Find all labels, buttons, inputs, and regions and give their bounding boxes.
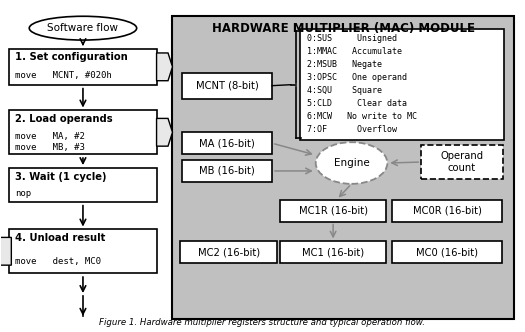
- Text: HARDWARE MULTIPLIER (MAC) MODULE: HARDWARE MULTIPLIER (MAC) MODULE: [212, 22, 475, 35]
- Text: 7:OF      Overflow: 7:OF Overflow: [307, 125, 397, 134]
- FancyBboxPatch shape: [9, 168, 156, 202]
- Text: 4:SQU    Square: 4:SQU Square: [307, 86, 382, 95]
- FancyBboxPatch shape: [280, 241, 386, 263]
- Text: Operand
count: Operand count: [440, 151, 484, 173]
- FancyBboxPatch shape: [392, 241, 502, 263]
- Text: MA (16-bit): MA (16-bit): [200, 138, 255, 148]
- Ellipse shape: [316, 142, 387, 184]
- Text: move   MA, #2: move MA, #2: [15, 132, 85, 141]
- Text: 1. Set configuration: 1. Set configuration: [15, 52, 128, 62]
- Ellipse shape: [29, 16, 136, 40]
- FancyBboxPatch shape: [280, 200, 386, 221]
- Text: 4. Unload result: 4. Unload result: [15, 233, 106, 243]
- Polygon shape: [156, 53, 173, 81]
- Text: move   dest, MC0: move dest, MC0: [15, 257, 101, 266]
- FancyBboxPatch shape: [9, 111, 156, 154]
- FancyBboxPatch shape: [392, 200, 502, 221]
- Text: MC0 (16-bit): MC0 (16-bit): [416, 247, 478, 257]
- Text: Figure 1. Hardware multiplier registers structure and typical operation flow.: Figure 1. Hardware multiplier registers …: [99, 318, 425, 327]
- Text: 1:MMAC   Accumulate: 1:MMAC Accumulate: [307, 47, 402, 56]
- Text: MC0R (16-bit): MC0R (16-bit): [413, 206, 481, 215]
- FancyBboxPatch shape: [182, 160, 272, 182]
- Text: MC1R (16-bit): MC1R (16-bit): [299, 206, 368, 215]
- Text: MC1 (16-bit): MC1 (16-bit): [302, 247, 364, 257]
- Text: Engine: Engine: [334, 158, 370, 168]
- Text: 2. Load operands: 2. Load operands: [15, 115, 113, 124]
- FancyBboxPatch shape: [182, 132, 272, 154]
- Text: MCNT (8-bit): MCNT (8-bit): [196, 81, 259, 91]
- FancyBboxPatch shape: [421, 145, 503, 179]
- Text: move   MCNT, #020h: move MCNT, #020h: [15, 71, 112, 80]
- Text: 5:CLD     Clear data: 5:CLD Clear data: [307, 99, 407, 108]
- Text: 3:OPSC   One operand: 3:OPSC One operand: [307, 73, 407, 82]
- FancyBboxPatch shape: [9, 49, 156, 85]
- Text: move   MB, #3: move MB, #3: [15, 143, 85, 152]
- Polygon shape: [0, 237, 12, 265]
- Polygon shape: [156, 119, 173, 146]
- FancyBboxPatch shape: [300, 29, 503, 140]
- FancyBboxPatch shape: [9, 229, 156, 273]
- Text: 3. Wait (1 cycle): 3. Wait (1 cycle): [15, 172, 107, 182]
- Text: MC2 (16-bit): MC2 (16-bit): [197, 247, 260, 257]
- Text: 6:MCW   No write to MC: 6:MCW No write to MC: [307, 112, 417, 121]
- Text: MB (16-bit): MB (16-bit): [200, 166, 255, 176]
- Text: Software flow: Software flow: [47, 23, 119, 33]
- FancyBboxPatch shape: [173, 16, 513, 319]
- FancyBboxPatch shape: [182, 73, 272, 99]
- Text: 2:MSUB   Negate: 2:MSUB Negate: [307, 60, 382, 69]
- Text: 0:SUS     Unsigned: 0:SUS Unsigned: [307, 34, 397, 43]
- Text: nop: nop: [15, 189, 32, 198]
- FancyBboxPatch shape: [181, 241, 277, 263]
